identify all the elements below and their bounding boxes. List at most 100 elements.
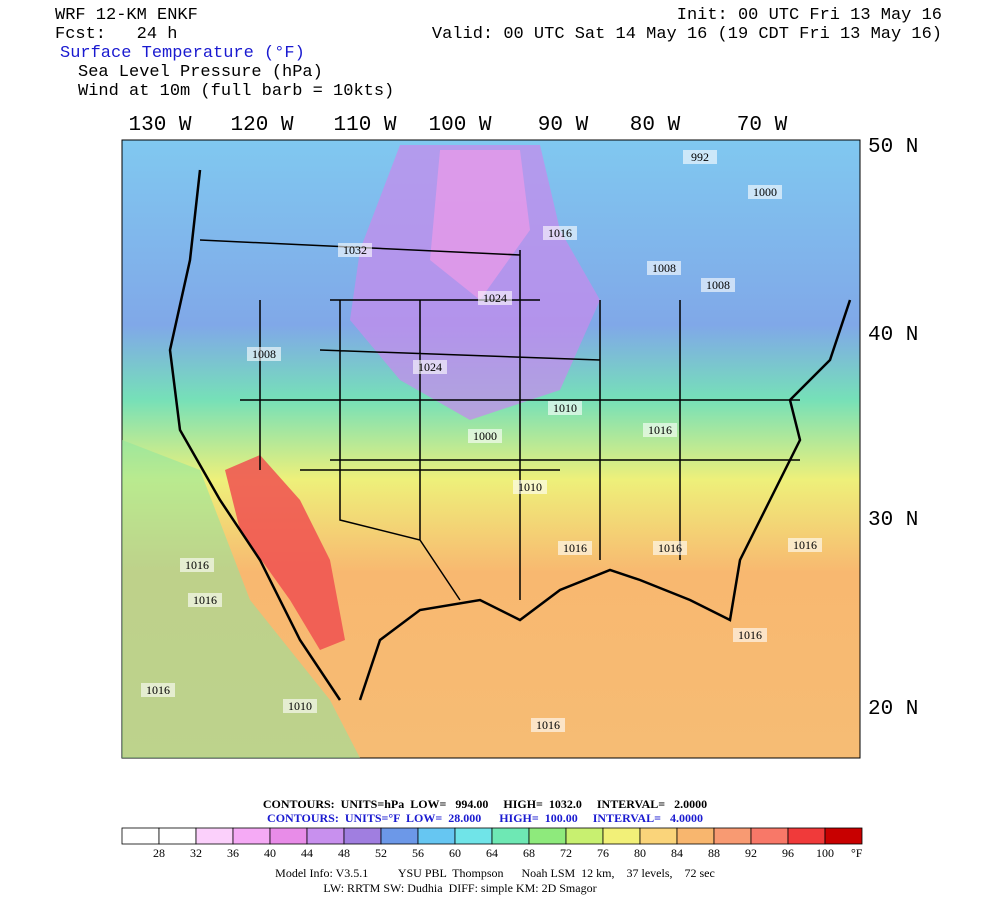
colorbar-label: 64 xyxy=(486,846,498,860)
contour-label: 992 xyxy=(691,150,709,164)
contour-label-box xyxy=(247,347,281,361)
contour-label-box xyxy=(338,243,372,257)
colorbar-label: 72 xyxy=(560,846,572,860)
field-name: Sea Level Pressure (hPa) xyxy=(78,63,323,82)
colorbar-swatch xyxy=(343,827,382,845)
colorbar-label: 36 xyxy=(227,846,239,860)
contour-label: 1008 xyxy=(706,278,730,292)
temperature-contours: CONTOURS: UNITS=°F LOW= 28.000 HIGH= 100… xyxy=(267,811,703,825)
contour-label-box xyxy=(733,628,767,642)
colorbar-label: 52 xyxy=(375,846,387,860)
contour-label: 1008 xyxy=(652,261,676,275)
model-info: LW: RRTM SW: Dudhia DIFF: simple KM: 2D … xyxy=(323,881,596,895)
colorbar-swatch xyxy=(602,827,641,845)
map-labels: 130 W 120 W 110 W 100 W 90 W 80 W 70 W 50 N 40 N… xyxy=(128,114,918,732)
contour-label: 1016 xyxy=(658,541,682,555)
latitude-label: 50 N xyxy=(868,136,918,159)
ocean-region xyxy=(122,440,360,758)
colorbar-swatch xyxy=(417,827,456,845)
latitude-label: 30 N xyxy=(868,509,918,532)
colorbar-swatch xyxy=(491,827,530,845)
colorbar-label: 88 xyxy=(708,846,720,860)
model-info: Model Info: V3.5.1 YSU PBL Thompson Noah… xyxy=(275,866,715,880)
colorbar-swatch xyxy=(195,827,234,845)
colorbar-unit: °F xyxy=(851,846,863,860)
contour-label-box xyxy=(141,683,175,697)
contour-label: 1016 xyxy=(793,538,817,552)
colorbar-label: 40 xyxy=(264,846,276,860)
colorbar-swatch xyxy=(565,827,604,845)
colorbar-label: 76 xyxy=(597,846,609,860)
field-name: Surface Temperature (°F) xyxy=(60,44,305,63)
valid-time: Valid: 00 UTC Sat 14 May 16 (19 CDT Fri … xyxy=(432,25,942,44)
contour-label: 1032 xyxy=(343,243,367,257)
colorbar-label: 84 xyxy=(671,846,683,860)
contour-label-box xyxy=(468,429,502,443)
colorbar-swatch xyxy=(639,827,678,845)
contour-label: 1010 xyxy=(518,480,542,494)
contour-label-box xyxy=(413,360,447,374)
colorbar-label: 92 xyxy=(745,846,757,860)
contour-label: 1016 xyxy=(146,683,170,697)
contour-label: 1016 xyxy=(185,558,209,572)
colorbar-swatch xyxy=(121,827,160,845)
contour-label: 1010 xyxy=(553,401,577,415)
contour-label: 1016 xyxy=(548,226,572,240)
colorbar-swatch xyxy=(787,827,826,845)
cold-region xyxy=(430,150,530,300)
contour-label-box xyxy=(478,291,512,305)
colorbar-label: 32 xyxy=(190,846,202,860)
colorbar-label: 80 xyxy=(634,846,646,860)
colorbar-swatch xyxy=(528,827,567,845)
colorbar-label: 44 xyxy=(301,846,313,860)
longitude-label: 100 W xyxy=(428,114,491,137)
colorbar-swatch xyxy=(824,827,863,845)
colorbar-label: 96 xyxy=(782,846,794,860)
colorbar-swatch xyxy=(306,827,345,845)
colorbar-swatch xyxy=(454,827,493,845)
contour-label-box xyxy=(788,538,822,552)
latitude-label: 40 N xyxy=(868,324,918,347)
coastline xyxy=(168,169,852,701)
colorbar: 28 32 36 40 44 48 52 56 60 64 68 72 76 80 84 88 92 96 100 °… xyxy=(121,827,863,860)
colorbar-swatch xyxy=(750,827,789,845)
latitude-label: 20 N xyxy=(868,698,918,721)
colorbar-swatch xyxy=(380,827,419,845)
field-name: Wind at 10m (full barb = 10kts) xyxy=(78,82,394,101)
contour-label: 1010 xyxy=(288,699,312,713)
longitude-label: 110 W xyxy=(333,114,396,137)
contour-label-box xyxy=(558,541,592,555)
contour-label-box xyxy=(543,226,577,240)
longitude-label: 80 W xyxy=(630,114,681,137)
contour-label: 1016 xyxy=(193,593,217,607)
colorbar-label: 48 xyxy=(338,846,350,860)
contour-label: 1016 xyxy=(738,628,762,642)
map xyxy=(121,139,861,759)
contour-label: 1024 xyxy=(483,291,507,305)
contour-label-box xyxy=(643,423,677,437)
colorbar-label: 28 xyxy=(153,846,165,860)
longitude-label: 70 W xyxy=(737,114,788,137)
hot-region xyxy=(225,455,345,650)
contour-label-box xyxy=(180,558,214,572)
colorbar-swatch xyxy=(158,827,197,845)
header: WRF 12-KM ENKF Fcst: 24 h Init: 00 UTC F… xyxy=(55,6,942,101)
contour-label-box xyxy=(647,261,681,275)
contour-label-box xyxy=(748,185,782,199)
contour-label: 1024 xyxy=(418,360,442,374)
contour-label-box xyxy=(683,150,717,164)
contour-label-box xyxy=(548,401,582,415)
colorbar-swatch xyxy=(713,827,752,845)
colorbar-label: 60 xyxy=(449,846,461,860)
contour-label: 1016 xyxy=(563,541,587,555)
colorbar-swatch xyxy=(676,827,715,845)
contour-label-box xyxy=(701,278,735,292)
model-title: WRF 12-KM ENKF xyxy=(55,6,198,25)
longitude-label: 90 W xyxy=(538,114,589,137)
contour-label-box xyxy=(188,593,222,607)
contour-label: 1016 xyxy=(536,718,560,732)
forecast-hour: Fcst: 24 h xyxy=(55,25,177,44)
colorbar-label: 68 xyxy=(523,846,535,860)
contour-label-box xyxy=(283,699,317,713)
